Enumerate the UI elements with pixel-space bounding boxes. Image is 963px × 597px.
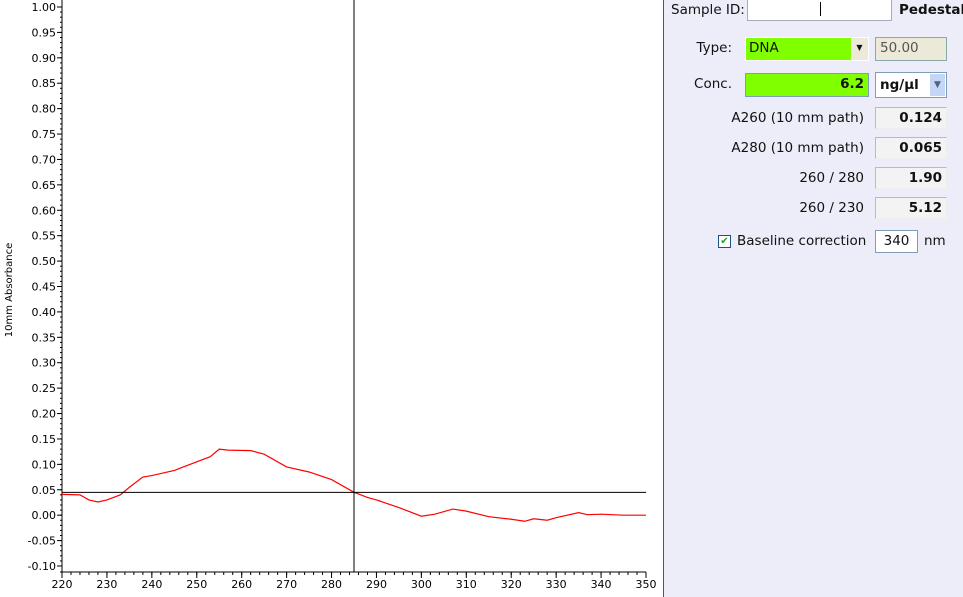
y-tick-label: 1.00 [32, 1, 57, 14]
conc-label: Conc. [694, 76, 732, 92]
x-tick-label: 350 [636, 578, 657, 591]
conc-value: 6.2 [745, 73, 869, 97]
y-tick-label: 0.00 [32, 509, 57, 522]
x-tick-label: 290 [366, 578, 387, 591]
dropdown-arrow-icon[interactable]: ▼ [851, 38, 868, 60]
x-tick-label: 300 [411, 578, 432, 591]
sample-id-input[interactable] [747, 0, 892, 21]
type-factor-field: 50.00 [875, 37, 947, 61]
conc-unit-value: ng/µl [880, 77, 919, 93]
x-tick-label: 250 [186, 578, 207, 591]
y-tick-label: 0.95 [32, 26, 57, 39]
results-panel: Sample ID: Pedestal Type: DNA ▼ 50.00 Co… [663, 0, 963, 597]
y-tick-label: -0.05 [28, 535, 56, 548]
y-tick-label: 0.15 [32, 433, 57, 446]
a260-value: 0.124 [875, 107, 947, 129]
a280-value: 0.065 [875, 137, 947, 159]
y-tick-label: 0.05 [32, 484, 57, 497]
y-tick-label: 0.10 [32, 458, 57, 471]
checkmark-icon: ✔ [720, 236, 729, 247]
x-tick-label: 220 [52, 578, 73, 591]
ratio-260-230-value: 5.12 [875, 197, 947, 219]
y-axis-label: 10mm Absorbance [4, 243, 15, 337]
x-tick-label: 330 [546, 578, 567, 591]
x-tick-label: 270 [276, 578, 297, 591]
x-tick-label: 230 [96, 578, 117, 591]
y-tick-label: 0.40 [32, 306, 57, 319]
y-tick-label: 0.60 [32, 204, 57, 217]
spectrum-line [61, 448, 646, 522]
y-tick-label: 0.25 [32, 382, 57, 395]
y-tick-label: 0.75 [32, 128, 57, 141]
y-tick-label: 0.30 [32, 357, 57, 370]
baseline-label: Baseline correction [737, 233, 867, 249]
x-tick-label: 320 [501, 578, 522, 591]
y-tick-label: 0.45 [32, 281, 57, 294]
x-tick-label: 310 [456, 578, 477, 591]
y-tick-label: 0.85 [32, 77, 57, 90]
chevron-down-icon[interactable]: ▼ [930, 74, 945, 96]
ratio-260-280-label: 260 / 280 [799, 170, 864, 186]
baseline-wavelength-input[interactable]: 340 [875, 230, 918, 253]
y-tick-label: 0.65 [32, 179, 57, 192]
y-tick-label: 0.50 [32, 255, 57, 268]
ratio-260-230-label: 260 / 230 [799, 200, 864, 216]
x-tick-label: 240 [141, 578, 162, 591]
x-tick-label: 280 [321, 578, 342, 591]
conc-unit-select[interactable]: ng/µl ▼ [875, 72, 947, 98]
y-tick-label: 0.70 [32, 153, 57, 166]
x-tick-label: 260 [231, 578, 252, 591]
pedestal-label: Pedestal [899, 2, 963, 18]
sample-id-label: Sample ID: [671, 2, 745, 18]
y-tick-label: -0.10 [28, 560, 56, 573]
y-tick-label: 0.90 [32, 52, 57, 65]
y-tick-label: 0.55 [32, 230, 57, 243]
type-select[interactable]: DNA ▼ [745, 37, 869, 61]
text-cursor [820, 2, 821, 16]
absorbance-chart: -0.10 -0.05 0.00 0.05 0.10 0.15 0.20 0.25 0.30 0.… [4, 0, 657, 591]
y-tick-label: 0.35 [32, 331, 57, 344]
ratio-260-280-value: 1.90 [875, 167, 947, 189]
a280-label: A280 (10 mm path) [731, 140, 864, 156]
type-label: Type: [696, 40, 732, 56]
baseline-checkbox[interactable]: ✔ [718, 235, 731, 248]
y-tick-label: 0.80 [32, 103, 57, 116]
type-value: DNA [749, 40, 779, 56]
x-tick-label: 340 [591, 578, 612, 591]
a260-label: A260 (10 mm path) [731, 110, 864, 126]
y-tick-label: 0.20 [32, 408, 57, 421]
baseline-unit: nm [924, 233, 946, 249]
